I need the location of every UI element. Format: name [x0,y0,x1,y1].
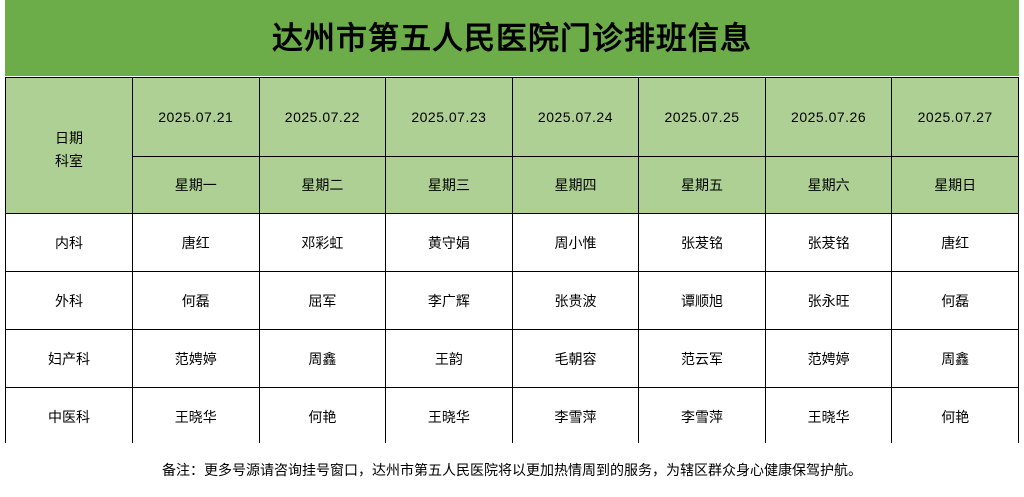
doctor-cell: 王晓华 [764,387,893,446]
table-row: 内科 唐红 邓彩虹 黄守娟 周小惟 张茇铭 张茇铭 唐红 [5,213,1019,272]
doctor-cell: 范云军 [638,329,766,388]
date-header-cell-6: 2025.07.26 [764,77,893,157]
weekday-header-cell-1: 星期一 [132,156,260,214]
doctor-cell: 范娉婷 [132,329,260,388]
doctor-cell: 张茇铭 [764,213,893,272]
corner-dept-label: 科室 [55,153,83,169]
doctor-cell: 黄守娟 [385,213,513,272]
doctor-cell: 周鑫 [258,329,387,388]
doctor-cell: 屈军 [258,271,387,330]
date-header-cell-1: 2025.07.21 [132,77,260,157]
footer-note: 备注：更多号源请咨询挂号窗口，达州市第五人民医院将以更加热情周到的服务，为辖区群… [5,443,1019,497]
doctor-cell: 张茇铭 [638,213,766,272]
doctor-cell: 李雪萍 [638,387,766,446]
department-cell: 妇产科 [5,329,133,388]
weekday-header-cell-6: 星期六 [764,156,893,214]
doctor-cell: 周鑫 [891,329,1019,388]
corner-header-cell: 日期 科室 [5,77,133,214]
date-header-cell-2: 2025.07.22 [258,77,387,157]
corner-date-label: 日期 [55,130,83,146]
date-header-cell-5: 2025.07.25 [638,77,766,157]
schedule-table: 日期 科室 2025.07.21 2025.07.22 2025.07.23 2… [5,77,1019,446]
footer-note-text: 备注：更多号源请咨询挂号窗口，达州市第五人民医院将以更加热情周到的服务，为辖区群… [162,462,862,478]
doctor-cell: 王晓华 [385,387,513,446]
table-row: 外科 何磊 屈军 李广辉 张贵波 谭顺旭 张永旺 何磊 [5,271,1019,330]
doctor-cell: 毛朝容 [511,329,640,388]
doctor-cell: 唐红 [891,213,1019,272]
weekday-header-cell-4: 星期四 [511,156,640,214]
department-cell: 中医科 [5,387,133,446]
weekday-header-cell-3: 星期三 [385,156,513,214]
doctor-cell: 周小惟 [511,213,640,272]
doctor-cell: 唐红 [132,213,260,272]
date-header-cell-3: 2025.07.23 [385,77,513,157]
table-row: 中医科 王晓华 何艳 王晓华 李雪萍 李雪萍 王晓华 何艳 [5,387,1019,446]
weekday-header-cell-7: 星期日 [891,156,1019,214]
table-header-row-weekdays: 星期一 星期二 星期三 星期四 星期五 星期六 星期日 [6,156,1019,214]
department-cell: 外科 [5,271,133,330]
doctor-cell: 李雪萍 [511,387,640,446]
department-cell: 内科 [5,213,133,272]
doctor-cell: 张贵波 [511,271,640,330]
doctor-cell: 王韵 [385,329,513,388]
doctor-cell: 邓彩虹 [258,213,387,272]
weekday-header-cell-5: 星期五 [638,156,766,214]
table-header-row-dates: 日期 科室 2025.07.21 2025.07.22 2025.07.23 2… [5,77,1019,214]
date-header-cell-4: 2025.07.24 [511,77,640,157]
corner-header-inner: 日期 科室 [6,78,132,213]
title-banner: 达州市第五人民医院门诊排班信息 [5,0,1019,76]
doctor-cell: 何艳 [891,387,1019,446]
table-row: 妇产科 范娉婷 周鑫 王韵 毛朝容 范云军 范娉婷 周鑫 [5,329,1019,388]
doctor-cell: 王晓华 [132,387,260,446]
page-title: 达州市第五人民医院门诊排班信息 [272,20,752,56]
doctor-cell: 范娉婷 [764,329,893,388]
doctor-cell: 李广辉 [385,271,513,330]
doctor-cell: 张永旺 [764,271,893,330]
doctor-cell: 谭顺旭 [638,271,766,330]
weekday-header-cell-2: 星期二 [258,156,387,214]
date-header-cell-7: 2025.07.27 [891,77,1019,157]
doctor-cell: 何艳 [258,387,387,446]
doctor-cell: 何磊 [132,271,260,330]
doctor-cell: 何磊 [891,271,1019,330]
